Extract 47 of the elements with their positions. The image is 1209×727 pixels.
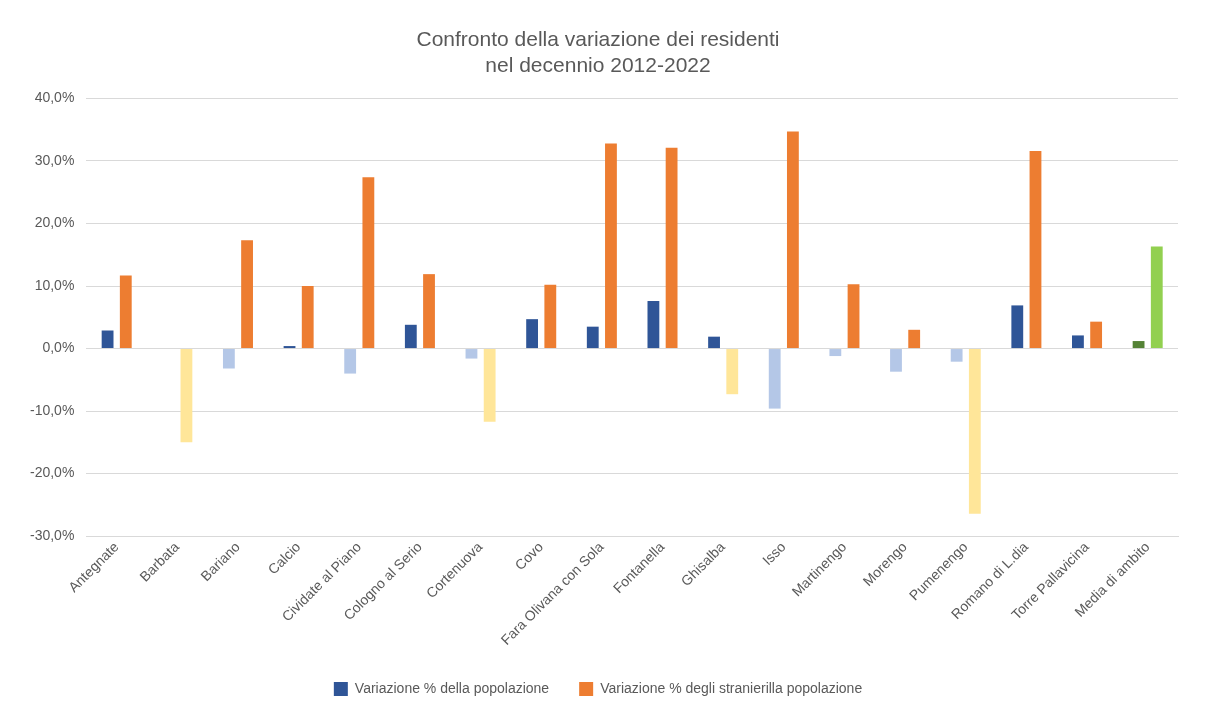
bar: [1090, 321, 1103, 349]
bar: [404, 324, 417, 349]
bar: [968, 349, 981, 514]
y-tick-label: 30,0%: [34, 151, 75, 168]
bar: [605, 143, 617, 349]
bar: [726, 349, 739, 395]
bar: [647, 301, 660, 349]
bar: [847, 284, 860, 349]
bar: [283, 346, 296, 349]
y-tick-label: -10,0%: [30, 401, 75, 418]
bar: [950, 349, 963, 362]
bar: [222, 349, 235, 369]
y-tick-label: 10,0%: [34, 276, 75, 293]
bar: [1132, 341, 1145, 349]
legend-label: Variazione % degli stranierilla popolazione: [600, 679, 863, 696]
bar: [526, 319, 539, 349]
bar: [241, 240, 253, 349]
bar: [483, 349, 496, 422]
bar: [786, 131, 799, 349]
y-tick-label: 20,0%: [34, 214, 75, 231]
legend-label: Variazione % della popolazione: [354, 679, 550, 696]
bar: [1072, 335, 1084, 349]
bar: [908, 329, 921, 349]
y-tick-label: 0,0%: [42, 339, 75, 356]
bar: [544, 284, 557, 349]
bar: [768, 349, 781, 409]
bar: [344, 349, 357, 374]
y-tick-label: -20,0%: [30, 464, 75, 481]
bar: [465, 349, 478, 359]
bar: [119, 275, 132, 349]
chart-title: Confronto della variazione dei residenti nel decennio 2012-2022: [416, 27, 780, 76]
y-tick-label: -30,0%: [30, 527, 75, 544]
bar: [665, 147, 678, 349]
bar: [301, 286, 314, 349]
bar: [101, 330, 114, 349]
bar: [1011, 305, 1024, 349]
bar: [423, 274, 435, 349]
bar: [362, 177, 375, 349]
bar: [586, 326, 599, 349]
bar: [1150, 246, 1163, 349]
y-tick-label: 40,0%: [34, 89, 75, 106]
x-tick-label: Isso: [759, 538, 789, 569]
bar: [829, 349, 842, 357]
bar: [890, 349, 902, 372]
bar: [708, 336, 720, 349]
bar: [1029, 150, 1042, 349]
bar: [180, 349, 193, 443]
